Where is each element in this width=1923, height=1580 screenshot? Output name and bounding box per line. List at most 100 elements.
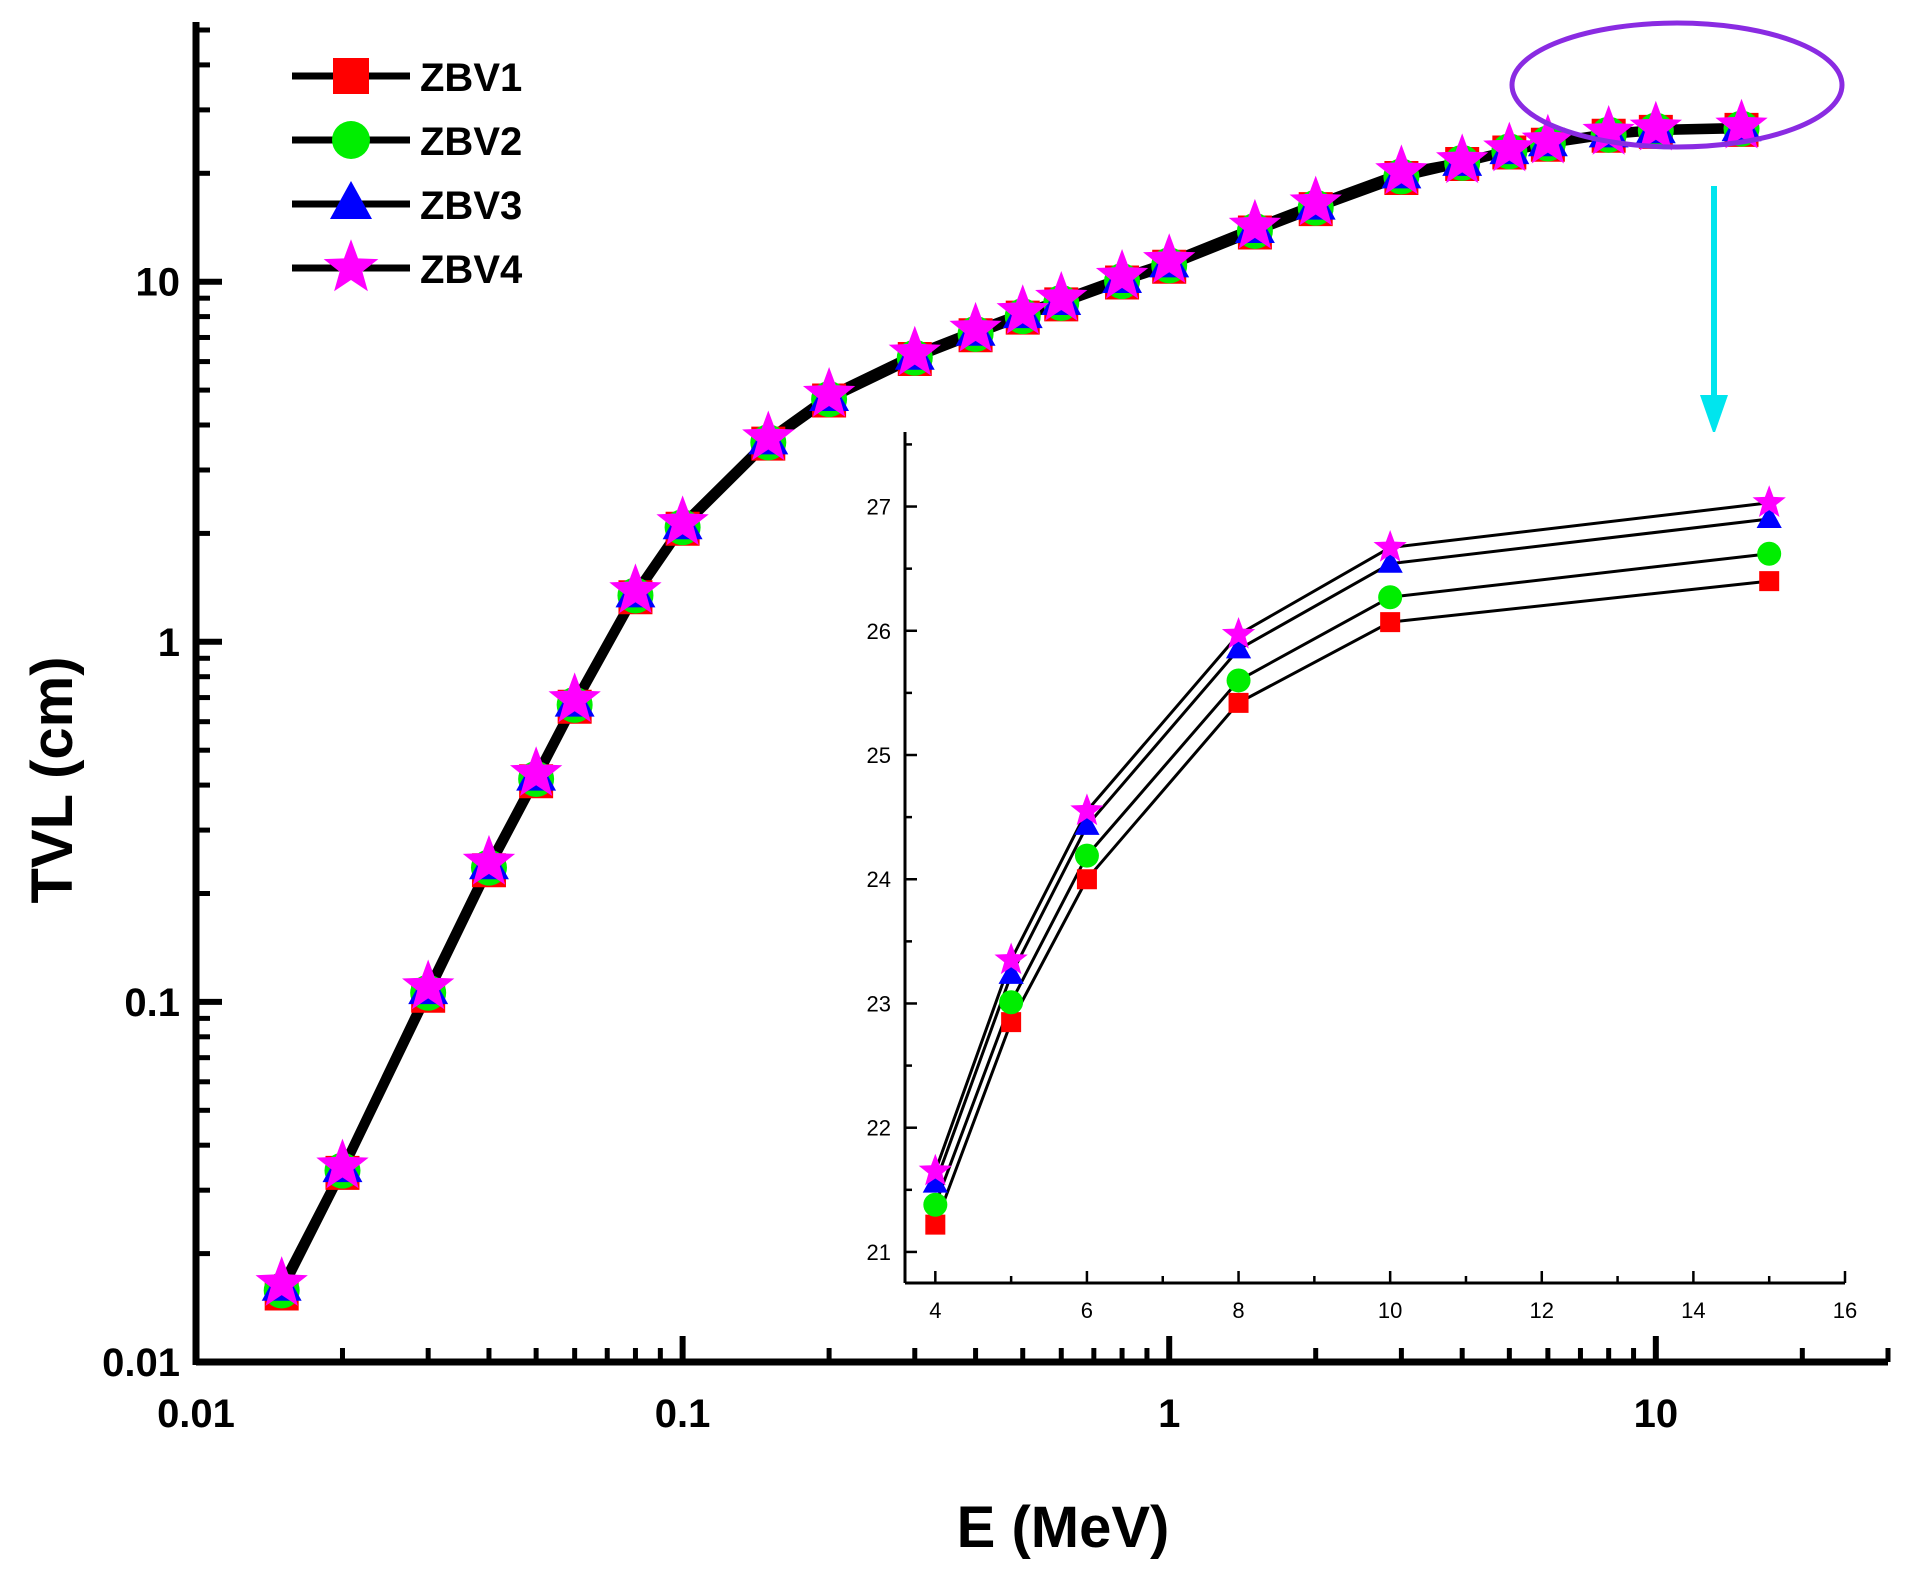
main-y-tick-label: 0.1: [124, 981, 180, 1025]
inset-axes: 4 6 8 10 12 14 16 21 22 23 24 25 26 27: [867, 432, 1857, 1323]
legend-item-zbv3: ZBV3: [292, 181, 522, 228]
legend-label: ZBV2: [420, 120, 522, 164]
inset-point-zbv2: [1378, 585, 1403, 610]
zoom-arrow: [1700, 186, 1728, 435]
x-axis-title: E (MeV): [957, 1495, 1170, 1560]
main-point-zbv4: [1436, 133, 1489, 184]
legend-marker-triangle: [330, 181, 372, 219]
main-plot: 0.01 0.1 1 10 0.01 0.1 1 10: [102, 22, 1891, 1436]
main-point-zbv4: [1035, 271, 1088, 321]
inset-point-zbv1: [1001, 1012, 1022, 1033]
inset-line-zbv1: [933, 579, 1770, 1226]
main-x-tick-label: 1: [1158, 1392, 1180, 1436]
inset-line-zbv4: [933, 501, 1770, 1172]
inset-y-tick-label: 21: [867, 1240, 891, 1265]
inset-point-zbv2: [1757, 541, 1782, 566]
main-point-zbv4: [996, 284, 1049, 335]
main-point-zbv4: [1582, 104, 1635, 155]
inset-point-zbv4: [918, 1153, 952, 1186]
highlight-ellipse: [1509, 20, 1845, 150]
main-point-zbv4: [802, 367, 856, 417]
inset-x-tick-label: 14: [1681, 1298, 1705, 1323]
inset-y-tick-label: 23: [867, 991, 891, 1016]
inset-y-tick-label: 22: [867, 1116, 891, 1141]
inset-y-tick-label: 26: [867, 619, 891, 644]
legend-item-zbv2: ZBV2: [292, 120, 522, 164]
inset-point-zbv3: [1377, 549, 1403, 573]
inset-point-zbv3: [1756, 505, 1782, 528]
main-point-zbv4: [509, 746, 563, 797]
main-point-zbv4: [1228, 198, 1282, 249]
inset-plot: 4 6 8 10 12 14 16 21 22 23 24 25 26 27: [867, 432, 1857, 1323]
main-point-zbv4: [402, 959, 455, 1010]
main-point-zbv4: [1375, 144, 1428, 195]
inset-line-zbv3: [933, 517, 1770, 1185]
main-x-tick-label: 0.1: [655, 1392, 711, 1436]
legend: ZBV1 ZBV2 ZBV3 ZBV4: [292, 56, 523, 292]
inset-point-zbv1: [1076, 869, 1097, 890]
legend-marker-square: [333, 58, 369, 94]
legend-label: ZBV4: [420, 248, 523, 292]
inset-y-tick-label: 25: [867, 743, 891, 768]
inset-point-zbv4: [1752, 485, 1786, 517]
main-point-zbv4: [462, 834, 516, 885]
inset-point-zbv2: [1074, 843, 1099, 868]
main-point-zbv4: [548, 672, 601, 723]
inset-point-zbv4: [1070, 793, 1104, 826]
main-point-zbv4: [1289, 175, 1342, 226]
inset-point-zbv3: [998, 961, 1024, 984]
inset-y-tick-label: 27: [867, 495, 891, 520]
main-point-zbv4: [1483, 121, 1536, 172]
main-series-markers: [255, 98, 1768, 1311]
main-y-tick-label: 1: [158, 621, 180, 665]
main-point-zbv4: [1143, 233, 1196, 284]
legend-marker-star: [323, 239, 379, 292]
legend-item-zbv4: ZBV4: [292, 239, 523, 292]
inset-x-tick-label: 12: [1530, 1298, 1554, 1323]
y-axis-title: TVL (cm): [20, 656, 85, 903]
main-point-zbv4: [1715, 98, 1768, 149]
inset-point-zbv1: [1759, 571, 1780, 592]
main-y-tick-label: 0.01: [102, 1341, 180, 1385]
main-point-zbv4: [609, 563, 662, 614]
inset-point-zbv4: [1221, 617, 1256, 649]
inset-point-zbv2: [923, 1192, 948, 1217]
inset-point-zbv4: [994, 942, 1028, 975]
inset-x-tick-label: 16: [1833, 1298, 1857, 1323]
inset-point-zbv3: [922, 1169, 948, 1193]
inset-x-tick-label: 10: [1378, 1298, 1402, 1323]
main-point-zbv4: [1629, 100, 1682, 151]
legend-marker-circle: [332, 121, 370, 159]
main-point-zbv4: [656, 495, 709, 546]
main-point-zbv4: [316, 1138, 369, 1189]
main-point-zbv4: [255, 1256, 308, 1306]
main-x-tick-label: 0.01: [157, 1392, 235, 1436]
inset-point-zbv1: [1228, 692, 1249, 713]
inset-series-lines: [933, 501, 1770, 1226]
inset-x-tick-label: 4: [929, 1298, 941, 1323]
inset-x-tick-label: 6: [1081, 1298, 1093, 1323]
legend-item-zbv1: ZBV1: [292, 56, 522, 100]
inset-point-zbv3: [1074, 812, 1100, 835]
inset-y-tick-label: 24: [867, 867, 891, 892]
arrow-head: [1700, 395, 1728, 435]
inset-point-zbv1: [1380, 612, 1401, 633]
inset-point-zbv3: [1225, 635, 1252, 659]
inset-x-tick-label: 8: [1232, 1298, 1244, 1323]
main-y-tick-label: 10: [136, 261, 181, 305]
inset-series-markers: [918, 485, 1786, 1235]
main-point-zbv4: [1095, 248, 1149, 299]
legend-label: ZBV3: [420, 184, 522, 228]
main-point-zbv4: [742, 410, 795, 461]
inset-point-zbv1: [925, 1214, 946, 1235]
main-point-zbv4: [1521, 113, 1575, 164]
legend-label: ZBV1: [420, 56, 522, 100]
main-axes: 0.01 0.1 1 10 0.01 0.1 1 10: [102, 22, 1891, 1436]
inset-point-zbv2: [999, 990, 1024, 1015]
inset-line-zbv2: [933, 552, 1770, 1206]
main-point-zbv4: [949, 301, 1002, 352]
main-point-zbv4: [888, 325, 941, 376]
main-x-tick-label: 10: [1634, 1392, 1679, 1436]
inset-background: [908, 432, 1848, 1287]
